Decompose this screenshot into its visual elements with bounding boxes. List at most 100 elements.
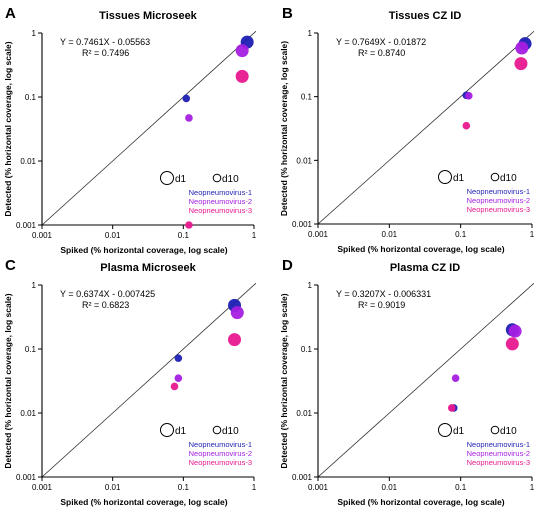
data-point-3-d1 xyxy=(514,57,528,71)
y-tick-label: 0.01 xyxy=(296,156,312,165)
r-squared: R² = 0.8740 xyxy=(358,48,405,58)
size-legend-d10-marker xyxy=(490,172,500,182)
y-tick-label: 0.01 xyxy=(20,157,36,166)
x-axis-label: Spiked (% horizontal coverage, log scale… xyxy=(337,244,504,254)
chart-title: Plasma Microseek xyxy=(100,262,196,274)
data-point-3-d1 xyxy=(228,333,242,347)
y-tick-label: 1 xyxy=(32,281,37,290)
data-point-2-d10 xyxy=(464,92,473,100)
y-tick-label: 0.1 xyxy=(301,93,313,102)
x-tick-label: 0.001 xyxy=(308,483,329,492)
legend-series-3: Neopneumovirus-3 xyxy=(189,206,252,215)
legend-series-2: Neopneumovirus-2 xyxy=(189,197,252,206)
y-tick-label: 0.001 xyxy=(292,220,313,229)
panel-letter: D xyxy=(282,257,293,274)
x-tick-label: 1 xyxy=(252,483,257,492)
size-legend-d10-marker xyxy=(490,425,500,435)
legend-series-3: Neopneumovirus-3 xyxy=(467,458,530,467)
x-tick-label: 0.01 xyxy=(382,230,398,239)
y-tick-label: 1 xyxy=(308,29,313,38)
legend-series-2: Neopneumovirus-2 xyxy=(189,449,252,458)
data-point-1-d10 xyxy=(174,354,183,362)
legend-series-2: Neopneumovirus-2 xyxy=(467,196,530,205)
x-tick-label: 0.01 xyxy=(105,231,121,240)
x-tick-label: 1 xyxy=(530,483,535,492)
identity-line xyxy=(42,31,256,225)
panel-letter: C xyxy=(5,257,16,274)
x-axis-label: Spiked (% horizontal coverage, log scale… xyxy=(337,497,504,507)
r-squared: R² = 0.9019 xyxy=(358,300,405,310)
panel-b: B Tissues CZ ID 0.001 0.01 0.1 1 0.001 0.01 0.1 1… xyxy=(279,5,535,254)
size-legend-d1-label: d1 xyxy=(175,174,187,185)
legend-series-1: Neopneumovirus-1 xyxy=(467,440,530,449)
size-legend-d1-marker xyxy=(160,423,174,437)
panel-letter: A xyxy=(5,5,16,22)
size-legend-d1-marker xyxy=(438,423,452,437)
x-tick-label: 1 xyxy=(252,231,257,240)
data-point-3-d10 xyxy=(185,221,193,229)
chart-title: Tissues CZ ID xyxy=(389,10,462,22)
y-axis-label: Detected (% horizontal coverage, log sca… xyxy=(3,293,13,468)
size-legend-d1-label: d1 xyxy=(453,173,465,184)
data-point-3-d10 xyxy=(447,404,456,412)
panel-c: C Plasma Microseek 0.001 0.01 0.1 1 0.001 0.01 0… xyxy=(3,257,257,507)
y-tick-label: 0.1 xyxy=(301,345,313,354)
x-tick-label: 0.001 xyxy=(308,230,329,239)
regression-equation: Y = 0.6374X - 0.007425 xyxy=(60,289,155,299)
panel-letter: B xyxy=(282,5,293,22)
identity-line xyxy=(318,31,534,224)
regression-equation: Y = 0.7649X - 0.01872 xyxy=(336,37,426,47)
y-tick-label: 0.001 xyxy=(16,473,37,482)
x-tick-label: 0.01 xyxy=(382,483,398,492)
regression-equation: Y = 0.7461X - 0.05563 xyxy=(60,37,150,47)
y-tick-label: 0.01 xyxy=(20,409,36,418)
size-legend-d10-marker xyxy=(212,425,222,435)
data-point-3-d1 xyxy=(235,69,249,83)
y-axis-label: Detected (% horizontal coverage, log sca… xyxy=(3,41,13,216)
data-point-2-d1 xyxy=(508,324,522,338)
size-legend-d1-marker xyxy=(160,171,174,185)
legend-series-2: Neopneumovirus-2 xyxy=(467,449,530,458)
identity-line xyxy=(318,283,534,477)
chart-title: Tissues Microseek xyxy=(99,10,198,22)
data-point-3-d10 xyxy=(462,121,471,130)
size-legend-d10-label: d10 xyxy=(222,174,239,185)
data-point-2-d10 xyxy=(451,374,460,382)
data-point-2-d1 xyxy=(235,44,249,58)
x-tick-label: 0.1 xyxy=(455,483,467,492)
x-tick-label: 0.1 xyxy=(455,230,467,239)
x-tick-label: 0.1 xyxy=(178,483,190,492)
size-legend-d10-label: d10 xyxy=(500,173,517,184)
data-point-2-d10 xyxy=(185,114,193,122)
x-axis-label: Spiked (% horizontal coverage, log scale… xyxy=(60,245,227,255)
x-axis-label: Spiked (% horizontal coverage, log scale… xyxy=(60,497,227,507)
y-tick-label: 1 xyxy=(32,29,37,38)
x-tick-label: 0.001 xyxy=(32,231,53,240)
x-tick-label: 0.01 xyxy=(105,483,121,492)
y-axis-label: Detected (% horizontal coverage, log sca… xyxy=(279,41,289,216)
size-legend-d10-marker xyxy=(212,173,222,183)
data-point-3-d1 xyxy=(505,337,519,351)
data-point-1-d10 xyxy=(182,94,191,103)
size-legend-d1-label: d1 xyxy=(453,426,465,437)
legend-series-1: Neopneumovirus-1 xyxy=(189,440,252,449)
data-point-2-d1 xyxy=(230,306,244,320)
panel-d: D Plasma CZ ID 0.001 0.01 0.1 1 0.001 0.01 0.1 1 S… xyxy=(279,257,535,507)
x-tick-label: 1 xyxy=(530,230,535,239)
size-legend-d10-label: d10 xyxy=(500,426,517,437)
chart-title: Plasma CZ ID xyxy=(390,262,460,274)
y-tick-label: 0.001 xyxy=(292,473,313,482)
y-tick-label: 0.01 xyxy=(296,409,312,418)
data-point-2-d1 xyxy=(515,41,529,55)
legend-series-3: Neopneumovirus-3 xyxy=(189,458,252,467)
r-squared: R² = 0.6823 xyxy=(82,300,129,310)
size-legend-d1-label: d1 xyxy=(175,426,187,437)
size-legend-d10-label: d10 xyxy=(222,426,239,437)
panel-a: A Tissues Microseek 0.001 0.01 0.1 1 0.001 0.01… xyxy=(3,5,257,255)
regression-equation: Y = 0.3207X - 0.006331 xyxy=(336,289,431,299)
data-point-3-d10 xyxy=(170,382,179,391)
data-point-2-d10 xyxy=(174,374,183,382)
size-legend-d1-marker xyxy=(438,170,452,184)
y-tick-label: 1 xyxy=(308,281,313,290)
